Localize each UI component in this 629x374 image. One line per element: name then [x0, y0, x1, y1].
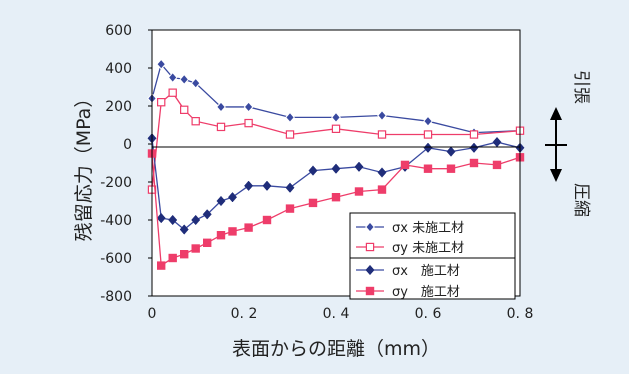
- y-tick-label: -200: [100, 175, 132, 191]
- data-point: [157, 97, 166, 107]
- data-point: [156, 58, 167, 70]
- data-point: [492, 160, 502, 170]
- double-arrow-icon: [545, 107, 567, 182]
- data-point: [354, 161, 364, 172]
- y-tick-label: 0: [123, 137, 132, 153]
- compression-label: 圧縮: [571, 183, 591, 217]
- x-tick-label: 0. 2: [231, 306, 258, 322]
- y-tick-label: 200: [105, 99, 132, 115]
- data-point: [202, 209, 212, 220]
- data-point: [262, 215, 272, 225]
- x-tick-label: 0. 8: [507, 306, 534, 322]
- data-point: [331, 193, 341, 202]
- data-point: [156, 212, 166, 224]
- data-point: [191, 244, 200, 253]
- y-tick-label: -600: [100, 251, 132, 267]
- data-point: [203, 238, 212, 247]
- data-point: [377, 185, 387, 194]
- data-point: [191, 214, 201, 226]
- series-3: [147, 133, 525, 235]
- legend-marker: [365, 264, 375, 276]
- data-point: [308, 198, 318, 208]
- data-point: [469, 142, 479, 153]
- x-tick-label: 0. 4: [323, 306, 350, 322]
- data-point: [377, 130, 387, 139]
- legend-label: σy 未施工材: [392, 241, 464, 256]
- data-point: [377, 167, 387, 178]
- legend-label: σx 施工材: [392, 264, 460, 279]
- data-point: [446, 146, 456, 157]
- data-point: [228, 227, 237, 236]
- data-point: [191, 116, 200, 126]
- y-tick-label: -400: [100, 213, 132, 229]
- data-point: [285, 204, 295, 213]
- data-point: [331, 163, 341, 174]
- data-point: [308, 165, 318, 176]
- data-point: [285, 111, 295, 123]
- data-point: [446, 164, 456, 173]
- data-point: [168, 253, 177, 263]
- data-point: [423, 115, 433, 127]
- data-point: [262, 180, 272, 191]
- data-point: [216, 195, 226, 207]
- tension-compression-annotation: 引張 圧縮: [545, 70, 591, 217]
- data-point: [285, 130, 295, 139]
- data-point: [244, 180, 254, 191]
- data-point: [400, 160, 410, 170]
- data-point: [285, 182, 295, 193]
- legend-box-untreated: [349, 212, 516, 259]
- data-point: [216, 101, 226, 113]
- x-tick-labels: 0 0. 2 0. 4 0. 6 0. 8: [148, 306, 534, 322]
- data-point: [216, 122, 226, 132]
- legend-marker: [365, 221, 375, 233]
- y-tick-label: 600: [105, 23, 132, 39]
- y-tick-labels: 600 400 200 0 -200 -400 -600 -800: [100, 23, 152, 305]
- data-point: [331, 111, 341, 123]
- data-point: [354, 187, 364, 196]
- legend-box-treated: [349, 257, 516, 300]
- data-point: [423, 164, 433, 173]
- legend-label: σx 未施工材: [392, 221, 464, 236]
- plot-frame: [151, 29, 521, 297]
- data-point: [469, 130, 479, 139]
- data-point: [244, 223, 253, 232]
- data-point: [227, 192, 238, 203]
- legend-marker: [365, 242, 375, 252]
- data-point: [180, 105, 189, 114]
- legend-items: σx 未施工材 σy 未施工材 σx 施工材 σy 施工材: [356, 221, 464, 300]
- y-tick-label: 400: [105, 61, 132, 77]
- data-point: [167, 71, 178, 84]
- data-point: [180, 250, 189, 259]
- data-point: [469, 158, 479, 168]
- legend-label: σy 施工材: [392, 285, 460, 300]
- x-tick-label: 0. 6: [415, 306, 442, 322]
- x-tick-label: 0: [148, 306, 157, 322]
- data-point: [157, 261, 166, 270]
- data-point: [377, 109, 387, 122]
- tension-label: 引張: [571, 70, 591, 104]
- y-axis-label: 残留応力（MPa）: [73, 89, 95, 242]
- data-point: [423, 130, 433, 139]
- data-point: [168, 214, 178, 226]
- data-point: [216, 231, 226, 240]
- data-point: [423, 142, 433, 153]
- x-axis-label: 表面からの距離（mm）: [232, 338, 440, 360]
- data-point: [190, 77, 201, 89]
- data-point: [168, 88, 177, 97]
- data-point: [331, 124, 341, 133]
- legend: σx 未施工材 σy 未施工材 σx 施工材 σy 施工材: [349, 212, 516, 300]
- data-point: [244, 118, 253, 128]
- legend-marker: [365, 286, 375, 296]
- data-point: [179, 224, 189, 235]
- data-point: [243, 101, 254, 113]
- data-point: [179, 73, 190, 85]
- y-tick-label: -800: [100, 289, 132, 305]
